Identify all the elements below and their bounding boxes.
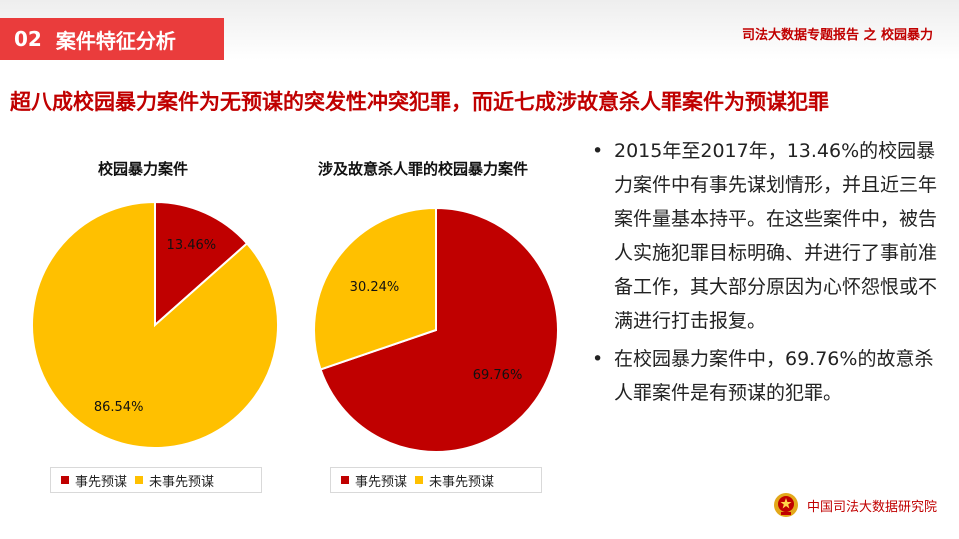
pie1-legend-item-premeditated: 事先预谋 (61, 471, 127, 490)
pie2-legend-swatch-premeditated (341, 476, 349, 484)
pie1-legend-item-not-premeditated: 未事先预谋 (135, 471, 214, 490)
pie1-legend-label-not-premeditated: 未事先预谋 (149, 474, 215, 490)
section-title: 案件特征分析 (55, 28, 176, 53)
pie1-slice-not-premeditated (31, 200, 279, 449)
pie1-title: 校园暴力案件 (98, 160, 189, 178)
pie2-data-label-premeditated: 69.76% (473, 368, 523, 383)
bullet-item: • 在校园暴力案件中，69.76%的故意杀人罪案件是有预谋的犯罪。 (592, 342, 942, 410)
pie1-chart: 13.46% 86.54% (31, 200, 279, 449)
report-title: 司法大数据专题报告 之 校园暴力 (741, 28, 933, 43)
section-number: 02 (14, 27, 42, 51)
pie1-legend-swatch-not-premeditated (135, 476, 144, 484)
pie1-legend: 事先预谋 未事先预谋 (50, 467, 262, 493)
pie2-legend-label-premeditated: 事先预谋 (355, 474, 408, 490)
pie2-legend: 事先预谋 未事先预谋 (330, 467, 542, 493)
headline: 超八成校园暴力案件为无预谋的突发性冲突犯罪，而近七成涉故意杀人罪案件为预谋犯罪 (10, 90, 829, 114)
pie2-legend-item-not-premeditated: 未事先预谋 (415, 471, 494, 490)
bullet-text: 2015年至2017年，13.46%的校园暴力案件中有事先谋划情形，并且近三年案… (614, 140, 938, 332)
pie2-slice-premeditated (319, 206, 559, 453)
footer-org: 中国司法大数据研究院 (806, 499, 937, 515)
pie1-slice-premeditated (154, 200, 249, 328)
pie1-legend-swatch-premeditated (61, 476, 69, 484)
bullet-item: • 2015年至2017年，13.46%的校园暴力案件中有事先谋划情形，并且近三… (592, 134, 942, 338)
bullet-dot: • (592, 348, 604, 370)
footer: 中国司法大数据研究院 (773, 492, 937, 518)
bullet-list: • 2015年至2017年，13.46%的校园暴力案件中有事先谋划情形，并且近三… (592, 134, 942, 414)
pie1-data-label-not-premeditated: 86.54% (94, 400, 144, 415)
pie2-data-label-not-premeditated: 30.24% (350, 280, 400, 295)
pie2-legend-item-premeditated: 事先预谋 (341, 471, 407, 490)
pie2-legend-label-not-premeditated: 未事先预谋 (429, 474, 495, 490)
bullet-dot: • (592, 140, 604, 162)
section-tab: 02 案件特征分析 (0, 18, 224, 60)
pie2-title: 涉及故意杀人罪的校园暴力案件 (318, 160, 529, 178)
bullet-text: 在校园暴力案件中，69.76%的故意杀人罪案件是有预谋的犯罪。 (614, 348, 934, 404)
pie2-slice-not-premeditated (313, 206, 437, 371)
pie2-chart: 69.76% 30.24% (313, 206, 559, 453)
pie2-legend-swatch-not-premeditated (415, 476, 424, 484)
court-emblem-icon (773, 493, 798, 517)
pie1-legend-label-premeditated: 事先预谋 (75, 474, 128, 490)
pie1-data-label-premeditated: 13.46% (167, 238, 217, 253)
